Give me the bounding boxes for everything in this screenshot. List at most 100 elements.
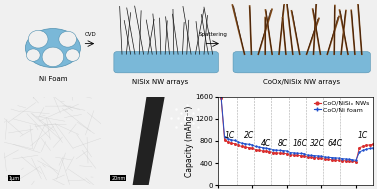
CoO/NiSiₓ NWs [371,143,375,145]
CoO/NiSiₓ NWs [302,155,307,157]
CoO/NiSiₓ NWs [271,151,275,154]
CoO/Ni foam [295,152,299,154]
CoO/Ni foam [239,142,244,144]
CoO/Ni foam [260,146,265,149]
CoO/Ni foam [233,139,237,142]
CoO/NiSiₓ NWs [243,146,248,148]
CoO/NiSiₓ NWs [260,150,265,152]
CoO/Ni foam [243,143,248,145]
CoO/NiSiₓ NWs [277,152,282,154]
CoO/Ni foam [333,157,337,159]
CoO/Ni foam [326,156,331,158]
CoO/Ni foam [312,154,317,157]
Text: 1C: 1C [358,131,368,140]
CoO/Ni foam [219,95,223,97]
CoO/Ni foam [357,151,362,153]
CoO/NiSiₓ NWs [343,160,348,162]
CoO/Ni foam [250,144,254,146]
Ellipse shape [25,29,80,67]
Legend: CoO/NiSiₓ NWs, CoO/Ni foam: CoO/NiSiₓ NWs, CoO/Ni foam [313,100,370,113]
Circle shape [28,30,48,48]
CoO/NiSiₓ NWs [323,158,327,160]
CoO/Ni foam [354,159,358,161]
CoO/Ni foam [316,155,320,157]
CoO/Ni foam [285,150,289,152]
CoO/Ni foam [371,147,375,149]
CoO/NiSiₓ NWs [316,157,320,159]
CoO/NiSiₓ NWs [329,159,334,161]
CoO/NiSiₓ NWs [354,161,358,163]
Text: CVD: CVD [84,32,96,37]
CoO/Ni foam [264,147,268,149]
CoO/NiSiₓ NWs [233,143,237,145]
CoO/Ni foam [226,138,230,140]
CoO/Ni foam [291,152,296,154]
Text: Spattering: Spattering [198,32,227,37]
CoO/NiSiₓ NWs [222,139,227,141]
CoO/Ni foam [271,149,275,151]
Circle shape [26,49,40,61]
FancyBboxPatch shape [233,52,370,73]
CoO/NiSiₓ NWs [264,150,268,152]
Circle shape [66,49,80,61]
Text: 32C: 32C [310,139,325,148]
CoO/Ni foam [350,159,355,161]
CoO/NiSiₓ NWs [340,160,344,162]
CoO/NiSiₓ NWs [368,144,372,146]
CoO/Ni foam [364,148,369,150]
CoO/NiSiₓ NWs [326,158,331,161]
CoO/NiSiₓ NWs [305,156,310,158]
Text: 1C: 1C [225,131,235,140]
FancyBboxPatch shape [114,52,218,73]
CoO/NiSiₓ NWs [253,149,258,151]
CoO/NiSiₓ NWs [267,150,272,153]
CoO/Ni foam [347,158,351,160]
CoO/Ni foam [336,157,341,159]
Text: 64C: 64C [328,139,343,148]
CoO/Ni foam [253,145,258,148]
CoO/NiSiₓ NWs [288,154,293,156]
CoO/NiSiₓ NWs [350,160,355,163]
CoO/Ni foam [323,156,327,158]
CoO/Ni foam [340,158,344,160]
CoO/NiSiₓ NWs [319,157,323,159]
CoO/Ni foam [288,151,293,154]
Text: 2C: 2C [244,131,254,140]
CoO/NiSiₓ NWs [236,144,241,146]
CoO/NiSiₓ NWs [219,97,223,99]
CoO/NiSiₓ NWs [281,152,286,155]
CoO/Ni foam [277,149,282,152]
Line: CoO/Ni foam: CoO/Ni foam [220,95,375,162]
CoO/Ni foam [360,149,365,152]
CoO/Ni foam [368,147,372,149]
CoO/NiSiₓ NWs [360,145,365,148]
CoO/NiSiₓ NWs [347,160,351,162]
CoO/Ni foam [329,156,334,159]
Circle shape [59,31,77,47]
CoO/NiSiₓ NWs [357,146,362,149]
Y-axis label: Capacity (mAhg⁻¹): Capacity (mAhg⁻¹) [185,105,194,177]
CoO/NiSiₓ NWs [239,145,244,148]
CoO/Ni foam [309,154,313,156]
Text: 4C: 4C [261,139,271,148]
Text: 16C: 16C [293,139,308,148]
CoO/Ni foam [222,135,227,138]
CoO/NiSiₓ NWs [336,159,341,161]
Text: CoOx/NiSix NW arrays: CoOx/NiSix NW arrays [263,79,340,85]
CoO/NiSiₓ NWs [309,156,313,158]
CoO/NiSiₓ NWs [226,141,230,143]
CoO/NiSiₓ NWs [291,154,296,156]
CoO/Ni foam [274,149,279,151]
CoO/NiSiₓ NWs [312,156,317,159]
Text: 20nm: 20nm [111,176,126,181]
CoO/NiSiₓ NWs [257,149,261,152]
Polygon shape [133,97,165,185]
Text: 1μm: 1μm [9,176,20,181]
CoO/NiSiₓ NWs [333,159,337,161]
CoO/Ni foam [236,141,241,143]
CoO/Ni foam [281,149,286,152]
CoO/NiSiₓ NWs [250,147,254,149]
Circle shape [42,47,64,67]
Text: 8C: 8C [278,139,288,148]
CoO/NiSiₓ NWs [247,146,251,149]
